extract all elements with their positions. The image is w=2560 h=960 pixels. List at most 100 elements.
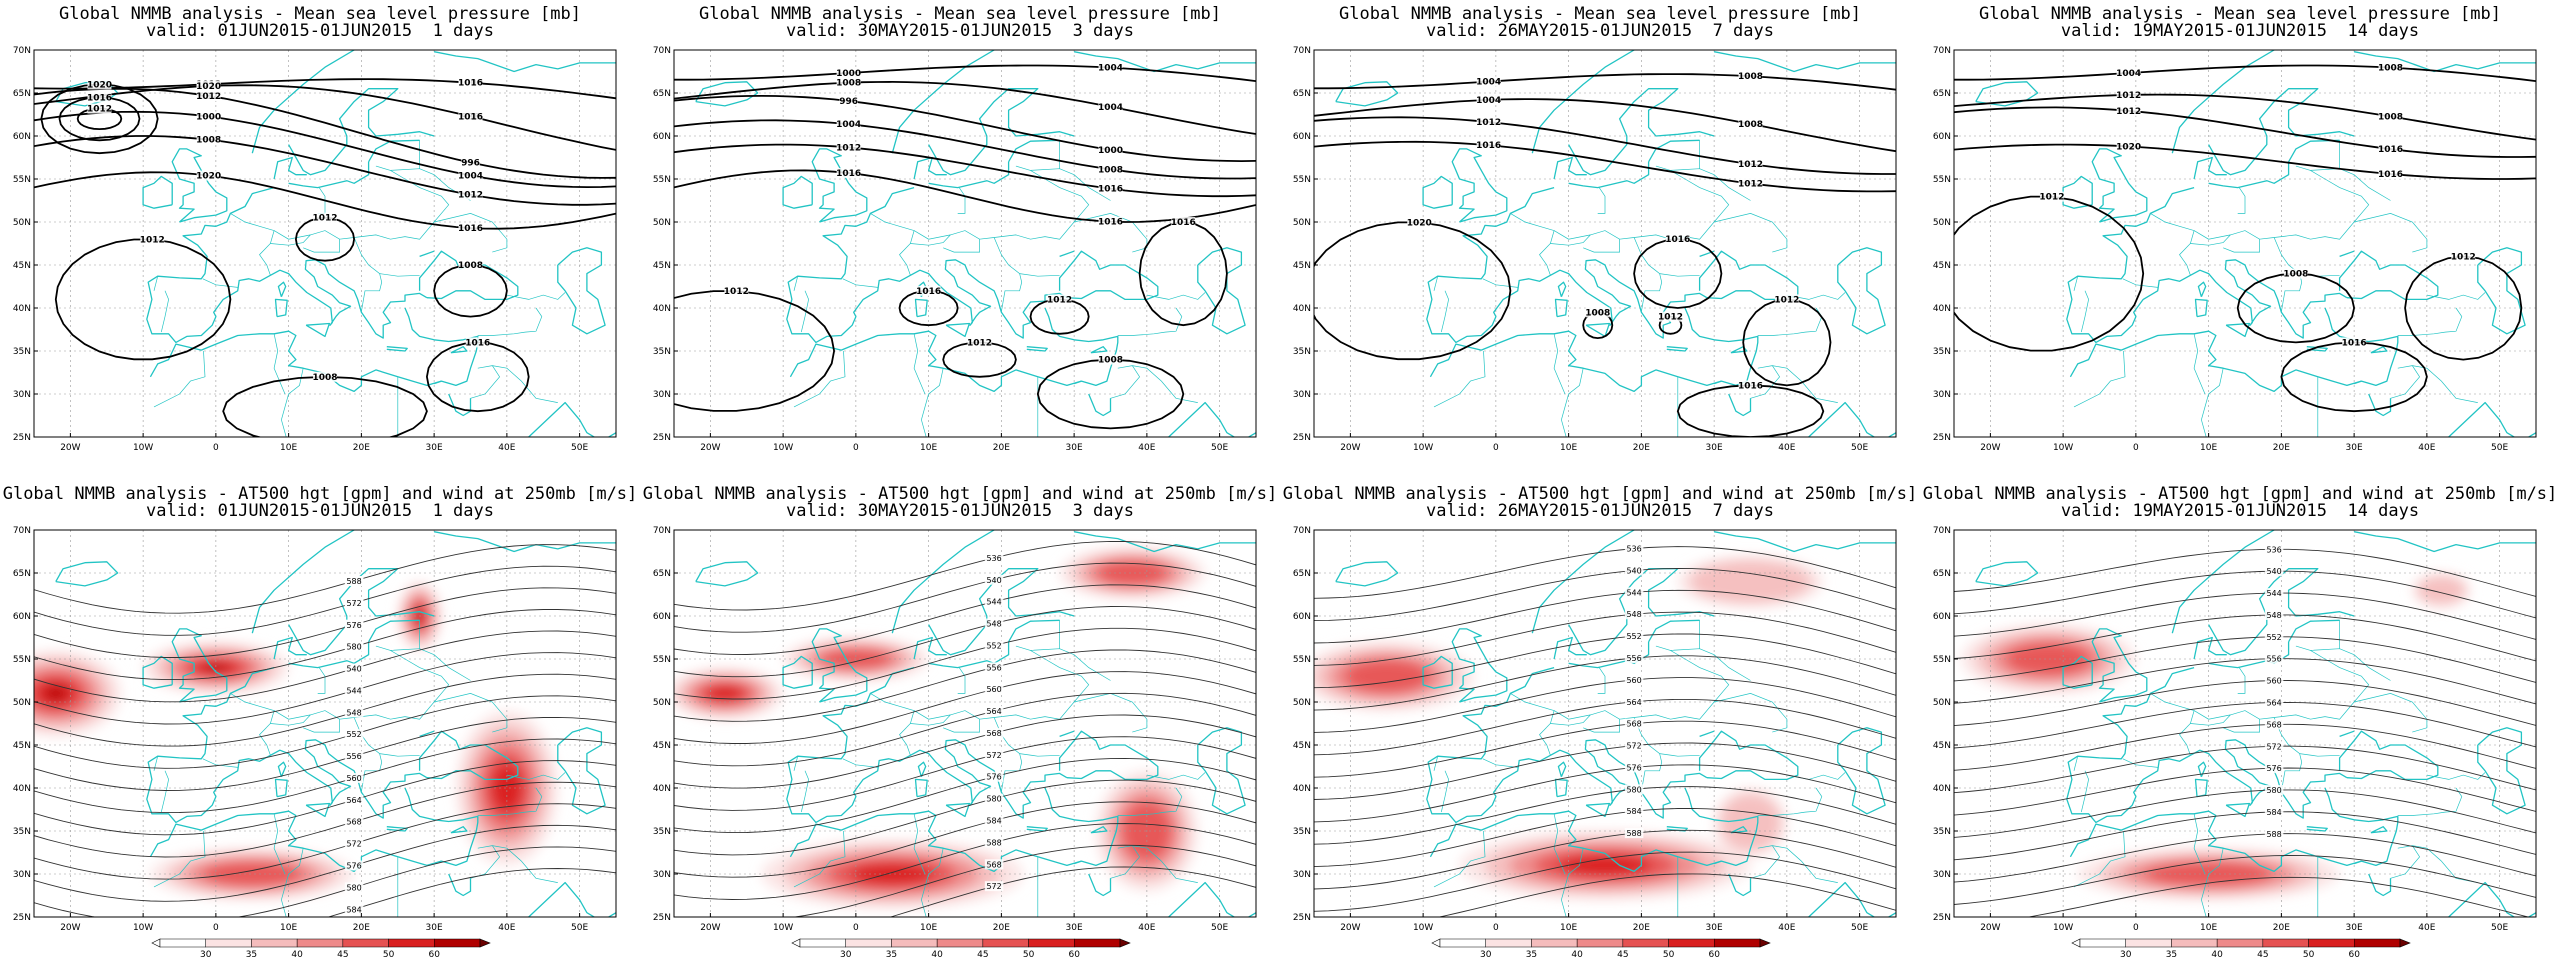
lat-tick-label: 35N: [1293, 347, 1311, 357]
isoline-labels: 1000 1004 1008 1004 996 1000 1004 1008 1012 1016 1…: [724, 62, 1196, 366]
isoline-label: 1012: [2451, 252, 2476, 262]
wind-speed-area: [1720, 793, 1781, 851]
lon-tick-label: 10E: [280, 923, 297, 933]
axis-labels: 70N 65N 60N 55N 50N 45N 40N 35N 30N 25N 20W 10W 0 10E…: [13, 46, 589, 453]
lon-tick-label: 50E: [1211, 923, 1228, 933]
lat-tick-label: 65N: [653, 569, 671, 579]
isoline-label: 1020: [87, 80, 112, 90]
colorbar-tick-label: 40: [291, 950, 303, 960]
map-panel-mslp-1: Global NMMB analysis - Mean sea level pr…: [0, 0, 640, 480]
isoline-label: 1012: [2116, 107, 2141, 117]
axis-labels: 70N 65N 60N 55N 50N 45N 40N 35N 30N 25N 20W 10W 0 10E…: [1293, 46, 1869, 453]
lon-tick-label: 20W: [700, 923, 720, 933]
lat-tick-label: 30N: [653, 390, 671, 400]
colorbar-swatch: [1439, 938, 1486, 948]
lon-tick-label: 20W: [60, 923, 80, 933]
panel-subtitle: valid: 26MAY2015-01JUN2015 7 days: [1426, 501, 1774, 521]
isoline-labels: 1004 1008 1012 1008 1012 1016 1020 1016 1012 1008…: [2039, 62, 2476, 348]
lon-tick-label: 10W: [773, 923, 793, 933]
map-panel-mslp-3: Global NMMB analysis - Mean sea level pr…: [640, 0, 1280, 480]
colorbar-swatch: [388, 938, 435, 948]
lon-tick-label: 0: [1493, 923, 1499, 933]
isoline-label: 576: [346, 862, 361, 871]
panel-title: Global NMMB analysis - AT500 hgt [gpm] a…: [642, 484, 1278, 504]
colorbar-tick-label: 35: [886, 950, 897, 960]
lon-tick-label: 30E: [2346, 923, 2363, 933]
map-content: 5365325285245405445485525565605645685725…: [34, 530, 616, 917]
lat-tick-label: 35N: [1293, 827, 1311, 837]
lat-tick-label: 30N: [1933, 870, 1951, 880]
lat-tick-label: 40N: [1293, 784, 1311, 794]
isoline-label: 536: [1626, 545, 1641, 554]
lat-tick-label: 60N: [1933, 612, 1951, 622]
isolines: [674, 540, 1256, 917]
isoline-label: 564: [986, 707, 1001, 716]
isolines: [1314, 546, 1896, 917]
isoline-label: 536: [986, 554, 1001, 563]
isoline-label: 996: [839, 97, 858, 107]
isoline-label: 572: [346, 599, 361, 608]
lat-tick-label: 40N: [1933, 304, 1951, 314]
wind-speed-area: [46, 686, 66, 700]
isoline-label: 1008: [312, 373, 337, 383]
map-frame: [673, 49, 1257, 438]
isoline-label: 1008: [2378, 112, 2403, 122]
lon-tick-label: 10E: [2200, 923, 2217, 933]
colorbar-tick-label: 35: [246, 950, 257, 960]
lat-tick-label: 60N: [1293, 612, 1311, 622]
isoline-label: 1012: [1658, 313, 1683, 323]
map-panel-z500-3: Global NMMB analysis - AT500 hgt [gpm] a…: [640, 480, 1280, 960]
panel-subtitle: valid: 01JUN2015-01JUN2015 1 days: [146, 21, 494, 41]
lon-tick-label: 0: [213, 923, 219, 933]
isoline-label: 1020: [1407, 218, 1432, 228]
colorbar-tick-label: 50: [2303, 950, 2315, 960]
colorbar-tick-label: 40: [931, 950, 943, 960]
lat-tick-label: 55N: [13, 175, 31, 185]
lon-tick-label: 0: [853, 923, 859, 933]
isoline-label: 588: [986, 838, 1001, 847]
isoline-label: 1004: [1476, 78, 1501, 88]
isoline-label: 580: [346, 883, 361, 892]
lon-tick-label: 40E: [1138, 923, 1155, 933]
axis-labels: 70N 65N 60N 55N 50N 45N 40N 35N 30N 25N 20W 10W 0 10E…: [1933, 46, 2509, 453]
colorbar-tick-label: 50: [1023, 950, 1035, 960]
isoline-label: 1016: [836, 169, 861, 179]
isoline-label: 544: [986, 598, 1001, 607]
isoline-label: 1016: [458, 112, 483, 122]
colorbar-swatch: [2262, 938, 2309, 948]
lat-tick-label: 55N: [1933, 655, 1951, 665]
isoline-label: 580: [2266, 786, 2281, 795]
colorbar-swatch: [936, 938, 984, 948]
lon-tick-label: 40E: [1778, 923, 1795, 933]
wind-colorbar: 30 35 40 45 50 60: [1431, 938, 1771, 960]
country-borders: [1433, 620, 1846, 917]
lon-tick-label: 30E: [426, 923, 443, 933]
colorbar-tick-label: 50: [1663, 950, 1675, 960]
lon-tick-label: 0: [2133, 923, 2139, 933]
isolines: [1314, 73, 1896, 437]
colorbar-swatch: [434, 938, 481, 948]
graticule: [34, 530, 616, 917]
wind-speed-area: [202, 861, 303, 887]
isoline-label: 1004: [1098, 103, 1123, 113]
isoline-label: 1008: [836, 79, 861, 89]
colorbar-tick-label: 45: [1617, 950, 1628, 960]
isoline-label: 1012: [2116, 91, 2141, 101]
lon-tick-label: 40E: [2418, 923, 2435, 933]
lat-tick-label: 55N: [1293, 175, 1311, 185]
lat-tick-label: 65N: [1933, 569, 1951, 579]
isoline-label: 548: [1626, 610, 1641, 619]
colorbar-tick-label: 30: [200, 950, 212, 960]
isoline-label: 560: [346, 774, 361, 783]
lat-tick-label: 60N: [653, 132, 671, 142]
isoline-label: 580: [1626, 785, 1641, 794]
isoline-label: 588: [346, 577, 361, 586]
lon-tick-label: 30E: [1706, 923, 1723, 933]
map-frame: [1313, 529, 1897, 918]
lat-tick-label: 70N: [13, 46, 31, 56]
lat-tick-label: 60N: [13, 132, 31, 142]
coastlines: [1975, 530, 2536, 917]
lat-tick-label: 65N: [653, 89, 671, 99]
wind-shading: [34, 581, 558, 900]
isoline-label: 584: [346, 905, 361, 914]
